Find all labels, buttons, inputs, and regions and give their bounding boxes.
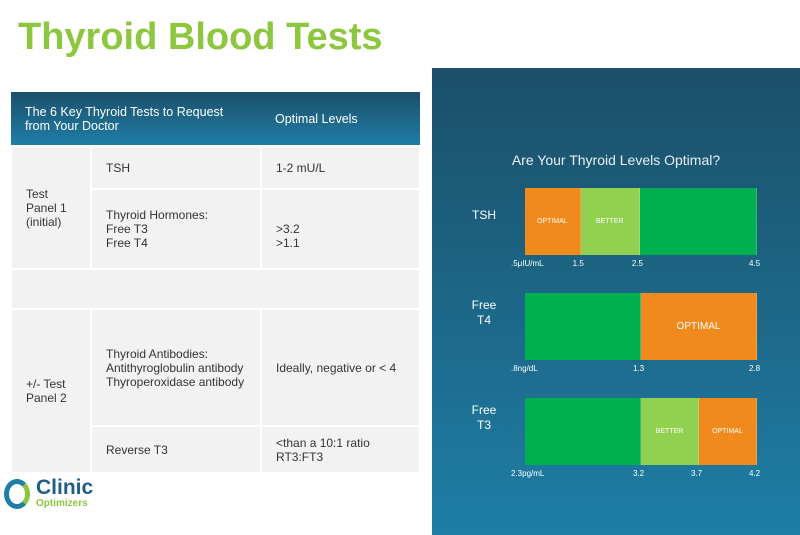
tick-label: 2.8: [749, 364, 761, 373]
test-level: >3.2 >1.1: [260, 188, 421, 270]
logo-text: Clinic: [36, 476, 94, 499]
tick-label: .8ng/dL: [511, 364, 538, 373]
bar-segment: BETTER: [580, 188, 640, 255]
panel-1-label: Test Panel 1 (initial): [10, 145, 92, 270]
bar-label: Free T3: [471, 403, 497, 432]
level-bar: OPTIMAL BETTER: [525, 188, 757, 255]
header-tests: The 6 Key Thyroid Tests to Request from …: [11, 92, 261, 146]
test-level: <than a 10:1 ratio RT3:FT3: [260, 425, 421, 474]
bar-segment: OPTIMAL: [525, 188, 581, 255]
test-level: Ideally, negative or < 4: [260, 308, 421, 427]
test-level: 1-2 mU/L: [260, 145, 421, 190]
bar-segment: OPTIMAL: [641, 293, 757, 360]
bar-segment: OPTIMAL: [699, 398, 757, 465]
page-title: Thyroid Blood Tests: [18, 16, 383, 58]
spacer-row: [10, 268, 421, 310]
tick-label: 1.5: [572, 259, 584, 268]
tick-label: 3.2: [633, 469, 645, 478]
level-bar: BETTER OPTIMAL: [525, 398, 757, 465]
tick-label: 3.7: [691, 469, 703, 478]
test-name: Reverse T3: [90, 425, 262, 474]
tick-label: 1.3: [633, 364, 645, 373]
logo-subtext: Optimizers: [36, 498, 88, 509]
level-bar: OPTIMAL: [525, 293, 757, 360]
test-name: TSH: [90, 145, 262, 190]
tick-label: 4.2: [749, 469, 761, 478]
bar-segment: [525, 293, 641, 360]
tick-label: .5μIU/mL: [511, 259, 544, 268]
bar-label: Free T4: [471, 298, 497, 327]
bar-segment: [639, 188, 757, 255]
chart-title: Are Your Thyroid Levels Optimal?: [511, 152, 721, 168]
test-name: Thyroid Hormones: Free T3 Free T4: [90, 188, 262, 270]
thyroid-tests-table: The 6 Key Thyroid Tests to Request from …: [10, 92, 421, 474]
tick-label: 2.3pg/mL: [511, 469, 545, 478]
clinic-optimizers-logo: Clinic Optimizers: [4, 476, 94, 509]
panel-2-label: +/- Test Panel 2: [10, 308, 92, 474]
test-name: Thyroid Antibodies: Antithyroglobulin ant…: [90, 308, 262, 427]
bar-segment: BETTER: [641, 398, 699, 465]
bar-label: TSH: [472, 208, 496, 222]
logo-icon: [4, 478, 30, 509]
thyroid-levels-chart: Are Your Thyroid Levels Optimal? TSH OPTI…: [432, 68, 800, 535]
tick-label: 2.5: [631, 259, 643, 268]
header-levels: Optimal Levels: [261, 92, 420, 146]
tick-label: 4.5: [749, 259, 761, 268]
bar-segment: [525, 398, 641, 465]
